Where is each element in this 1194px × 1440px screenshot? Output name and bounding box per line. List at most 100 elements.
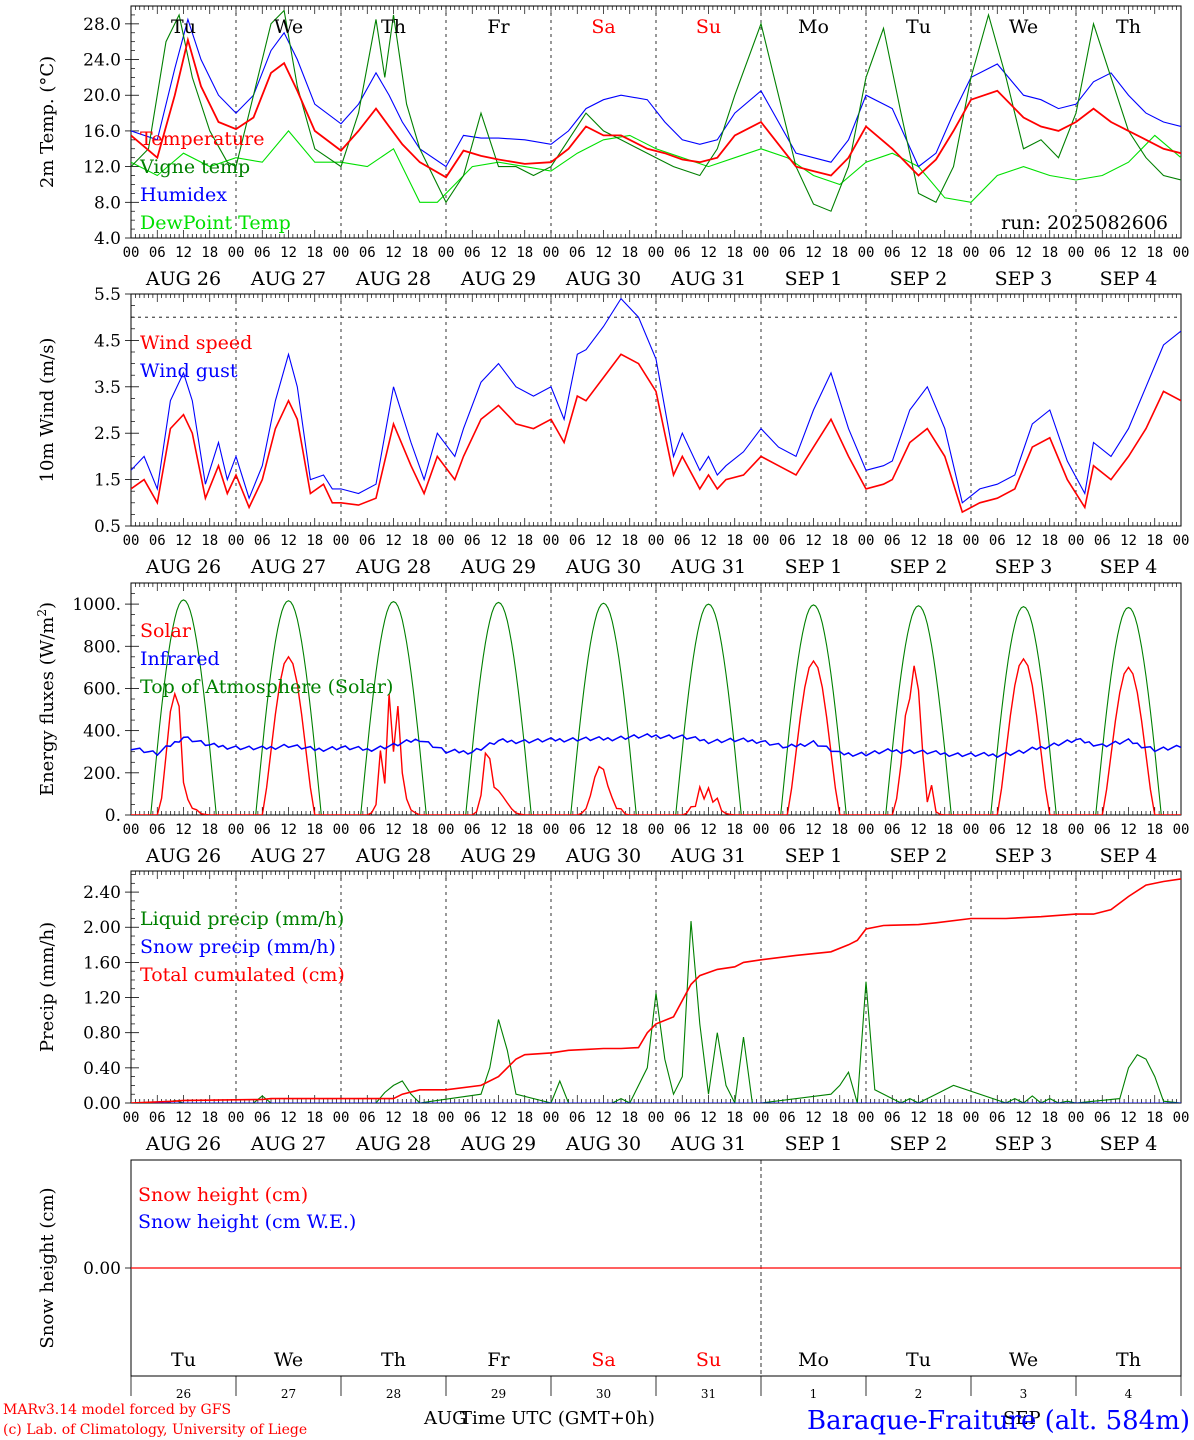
hour-tick-label: 18 bbox=[831, 822, 848, 838]
panel-2 bbox=[125, 293, 1182, 527]
hour-tick-label: 06 bbox=[1094, 822, 1111, 838]
day-number: 3 bbox=[1020, 1387, 1028, 1401]
hour-tick-label: 18 bbox=[831, 245, 848, 261]
hour-tick-label: 12 bbox=[805, 533, 822, 549]
hour-tick-label: 18 bbox=[621, 533, 638, 549]
hour-tick-label: 06 bbox=[989, 1110, 1006, 1126]
series-line-infrared bbox=[131, 733, 1181, 759]
y-tick-label: 1.20 bbox=[83, 989, 121, 1009]
hour-tick-label: 06 bbox=[779, 822, 796, 838]
hour-tick-label: 18 bbox=[306, 1110, 323, 1126]
hour-tick-label: 00 bbox=[333, 822, 350, 838]
date-label: SEP 3 bbox=[995, 268, 1053, 290]
model-credit: MARv3.14 model forced by GFS bbox=[3, 1402, 231, 1418]
series-line-toa-solar bbox=[131, 599, 1181, 815]
weekday-label: We bbox=[274, 1349, 303, 1371]
hour-tick-label: 00 bbox=[963, 533, 980, 549]
hour-tick-label: 00 bbox=[333, 245, 350, 261]
legend-entry: Top of Atmosphere (Solar) bbox=[140, 676, 393, 698]
weekday-label: Sa bbox=[591, 16, 615, 38]
hour-tick-label: 18 bbox=[936, 245, 953, 261]
hour-tick-label: 12 bbox=[490, 1110, 507, 1126]
day-number: 4 bbox=[1125, 1387, 1133, 1401]
hour-tick-label: 12 bbox=[280, 245, 297, 261]
station-title: Baraque-Fraiture (alt. 584m) bbox=[807, 1406, 1190, 1436]
y-tick-label: 16.0 bbox=[83, 122, 121, 142]
hour-tick-label: 06 bbox=[884, 533, 901, 549]
hour-tick-label: 18 bbox=[516, 533, 533, 549]
hour-tick-label: 12 bbox=[595, 1110, 612, 1126]
x-axis-title: Time UTC (GMT+0h) bbox=[460, 1408, 655, 1429]
date-label: SEP 1 bbox=[785, 845, 843, 867]
hour-tick-label: 00 bbox=[123, 533, 140, 549]
date-label: AUG 27 bbox=[250, 268, 326, 290]
date-label: AUG 30 bbox=[565, 845, 641, 867]
hour-tick-label: 00 bbox=[543, 1110, 560, 1126]
hour-tick-label: 12 bbox=[1120, 822, 1137, 838]
hour-tick-label: 18 bbox=[201, 245, 218, 261]
hour-tick-label: 18 bbox=[1146, 533, 1163, 549]
date-label: AUG 28 bbox=[355, 556, 431, 578]
hour-tick-label: 18 bbox=[306, 245, 323, 261]
date-label: AUG 27 bbox=[250, 556, 326, 578]
date-label: AUG 26 bbox=[145, 845, 221, 867]
hour-tick-label: 12 bbox=[175, 533, 192, 549]
weekday-label: Fr bbox=[487, 16, 510, 38]
hour-tick-label: 12 bbox=[385, 822, 402, 838]
date-label: SEP 1 bbox=[785, 1133, 843, 1155]
hour-tick-label: 12 bbox=[700, 1110, 717, 1126]
hour-tick-label: 00 bbox=[858, 533, 875, 549]
hour-tick-label: 12 bbox=[385, 533, 402, 549]
lab-credit: (c) Lab. of Climatology, University of L… bbox=[3, 1422, 307, 1438]
hour-tick-label: 00 bbox=[648, 1110, 665, 1126]
hour-tick-label: 18 bbox=[936, 533, 953, 549]
hour-tick-label: 00 bbox=[648, 245, 665, 261]
y-tick-label: 2.00 bbox=[83, 918, 121, 938]
date-label: SEP 4 bbox=[1100, 1133, 1158, 1155]
hour-tick-label: 00 bbox=[1173, 1110, 1190, 1126]
hour-tick-label: 06 bbox=[464, 245, 481, 261]
legend-entry: Wind gust bbox=[140, 360, 238, 382]
hour-tick-label: 00 bbox=[753, 822, 770, 838]
y-tick-label: 0.40 bbox=[83, 1059, 121, 1079]
hour-tick-label: 12 bbox=[805, 245, 822, 261]
hour-tick-label: 18 bbox=[936, 1110, 953, 1126]
hour-tick-label: 12 bbox=[805, 822, 822, 838]
date-label: SEP 3 bbox=[995, 845, 1053, 867]
y-tick-label: 5.5 bbox=[94, 285, 121, 305]
date-label: SEP 1 bbox=[785, 268, 843, 290]
hour-tick-label: 12 bbox=[700, 245, 717, 261]
hour-tick-label: 00 bbox=[1068, 533, 1085, 549]
weekday-label: Su bbox=[696, 1349, 721, 1371]
hour-tick-label: 18 bbox=[1041, 822, 1058, 838]
hour-tick-label: 06 bbox=[779, 533, 796, 549]
hour-tick-label: 00 bbox=[543, 822, 560, 838]
run-label: run: 2025082606 bbox=[1001, 212, 1168, 234]
day-number: 2 bbox=[915, 1387, 923, 1401]
y-tick-label: 2.40 bbox=[83, 883, 121, 903]
hour-tick-label: 18 bbox=[726, 822, 743, 838]
hour-tick-label: 00 bbox=[228, 822, 245, 838]
date-label: AUG 30 bbox=[565, 1133, 641, 1155]
hour-tick-label: 06 bbox=[149, 822, 166, 838]
hour-tick-label: 06 bbox=[149, 245, 166, 261]
day-number: 31 bbox=[701, 1387, 716, 1401]
hour-tick-label: 00 bbox=[333, 1110, 350, 1126]
weekday-label: Tu bbox=[906, 16, 931, 38]
date-label: AUG 26 bbox=[145, 556, 221, 578]
weekday-label: Fr bbox=[487, 1349, 510, 1371]
y-tick-label: 1000. bbox=[72, 595, 121, 615]
weekday-label: Tu bbox=[171, 16, 196, 38]
hour-tick-label: 06 bbox=[359, 245, 376, 261]
hour-tick-label: 12 bbox=[595, 533, 612, 549]
hour-tick-label: 06 bbox=[359, 533, 376, 549]
series-line-total-cumulated bbox=[131, 878, 1181, 1103]
hour-tick-label: 12 bbox=[175, 245, 192, 261]
date-label: AUG 27 bbox=[250, 845, 326, 867]
hour-tick-label: 06 bbox=[254, 245, 271, 261]
hour-tick-label: 18 bbox=[831, 1110, 848, 1126]
y-tick-label: 1.60 bbox=[83, 953, 121, 973]
date-label: AUG 29 bbox=[460, 556, 536, 578]
hour-tick-label: 18 bbox=[201, 822, 218, 838]
